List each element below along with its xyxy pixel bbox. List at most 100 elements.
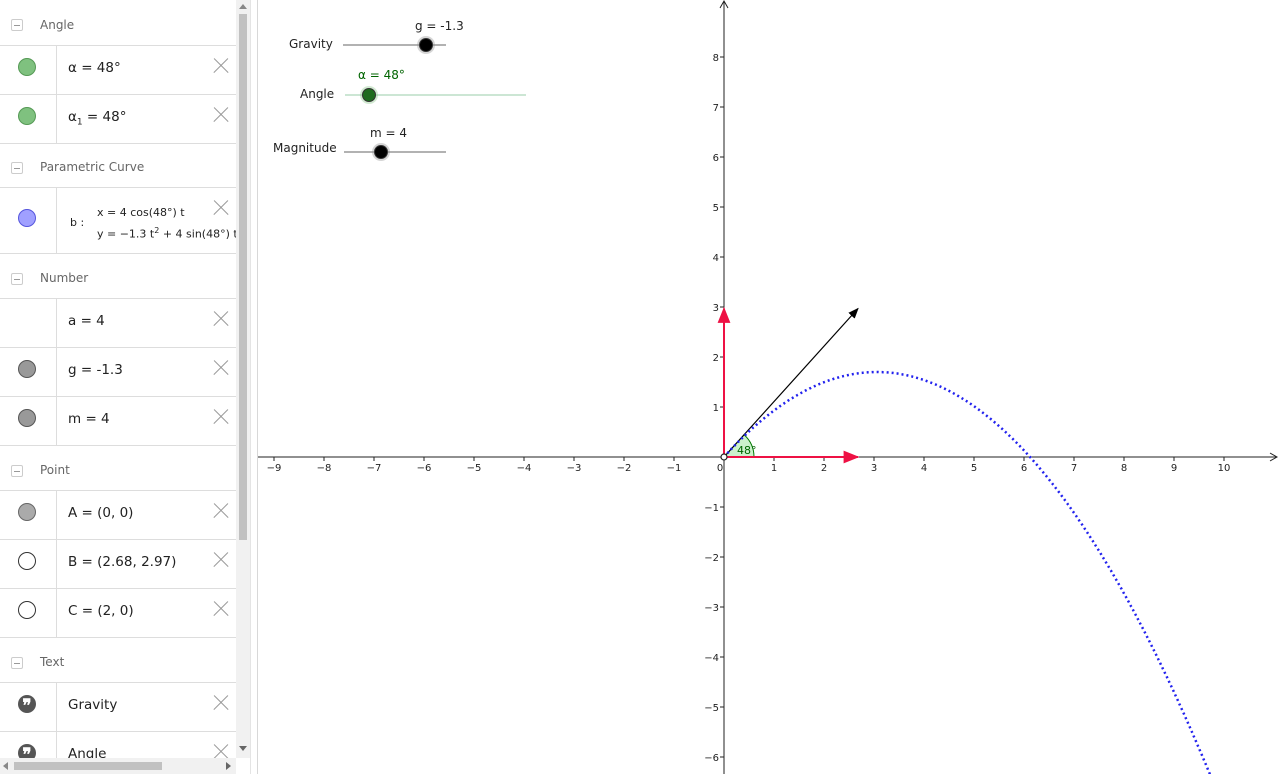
scroll-right-arrow-icon[interactable] — [226, 762, 231, 770]
collapse-toggle-icon[interactable] — [11, 162, 23, 174]
parametric-curve-b[interactable] — [723, 370, 1212, 774]
row-marker-cell — [0, 299, 57, 347]
velocity-vector[interactable] — [723, 307, 859, 458]
y-tick-label: −6 — [704, 753, 719, 764]
visibility-toggle-icon[interactable] — [18, 107, 36, 125]
collapse-toggle-icon[interactable] — [11, 657, 23, 669]
algebra-row-point-B[interactable]: B = (2.68, 2.97) — [0, 540, 236, 589]
x-tick-label: 8 — [1121, 463, 1127, 474]
delete-icon[interactable] — [212, 106, 230, 124]
group-header-point[interactable]: Point — [0, 447, 236, 491]
algebra-horizontal-scrollbar[interactable] — [0, 758, 236, 774]
x-tick-label: 0 — [717, 463, 723, 474]
visibility-toggle-icon[interactable] — [18, 503, 36, 521]
point-A[interactable] — [720, 453, 728, 461]
x-tick-label: −5 — [467, 463, 482, 474]
y-axis-arrow-icon — [719, 0, 729, 9]
number-m-definition[interactable]: m = 4 — [68, 411, 110, 427]
row-marker-cell — [0, 589, 57, 637]
row-marker-cell — [0, 188, 57, 253]
alpha1-name: α — [68, 109, 77, 125]
y-tick-label: 5 — [713, 203, 719, 214]
slider-knob-angle[interactable] — [362, 88, 376, 102]
algebra-row-curve-b[interactable]: b : x = 4 cos(48°) t y = −1.3 t2 + 4 sin… — [0, 188, 236, 254]
algebra-row-m[interactable]: m = 4 — [0, 397, 236, 446]
scroll-up-arrow-icon[interactable] — [239, 4, 247, 9]
group-header-number[interactable]: Number — [0, 255, 236, 299]
group-header-parametric-curve[interactable]: Parametric Curve — [0, 144, 236, 188]
row-marker-cell: ❞ — [0, 683, 57, 731]
algebra-row-text-angle[interactable]: ❞ Angle — [0, 732, 236, 758]
graphics-view[interactable]: −9 −8 −7 −6 −5 −4 −3 −2 −1 0 1 2 3 4 5 6 7 8 9 10 8 7 6 5 4 3 2 1 −1… — [258, 0, 1280, 774]
visibility-toggle-icon[interactable] — [18, 552, 36, 570]
visibility-toggle-icon[interactable] — [18, 58, 36, 76]
x-tick-label: 2 — [821, 463, 827, 474]
scroll-down-arrow-icon[interactable] — [239, 746, 247, 751]
delete-icon[interactable] — [212, 199, 230, 217]
curve-y-part2: + 4 sin(48°) t — [159, 227, 236, 241]
point-C-definition[interactable]: C = (2, 0) — [68, 603, 134, 619]
algebra-view: Angle α = 48° α1 = 48° Parametric Curve … — [0, 0, 236, 758]
algebra-row-alpha[interactable]: α = 48° — [0, 46, 236, 95]
row-marker-cell — [0, 397, 57, 445]
visibility-toggle-icon[interactable] — [18, 409, 36, 427]
algebra-row-a[interactable]: a = 4 — [0, 299, 236, 348]
scroll-left-arrow-icon[interactable] — [3, 762, 8, 770]
y-tick-label: 4 — [713, 253, 719, 264]
algebra-row-alpha1[interactable]: α1 = 48° — [0, 95, 236, 144]
y-tick-label: 6 — [713, 153, 719, 164]
delete-icon[interactable] — [212, 408, 230, 426]
text-angle-definition[interactable]: Angle — [68, 746, 107, 758]
group-header-text[interactable]: Text — [0, 639, 236, 683]
slider-knob-gravity[interactable] — [419, 38, 433, 52]
algebra-row-point-A[interactable]: A = (0, 0) — [0, 491, 236, 540]
delete-icon[interactable] — [212, 57, 230, 75]
visibility-toggle-icon[interactable] — [18, 360, 36, 378]
scrollbar-thumb[interactable] — [239, 14, 247, 540]
collapse-toggle-icon[interactable] — [11, 465, 23, 477]
point-A-definition[interactable]: A = (0, 0) — [68, 505, 134, 521]
delete-icon[interactable] — [212, 502, 230, 520]
slider-caption-magnitude: m = 4 — [370, 126, 408, 140]
scrollbar-thumb[interactable] — [14, 762, 162, 770]
angle-alpha1-definition[interactable]: α1 = 48° — [68, 109, 126, 128]
algebra-row-g[interactable]: g = -1.3 — [0, 348, 236, 397]
graphics-canvas[interactable]: −9 −8 −7 −6 −5 −4 −3 −2 −1 0 1 2 3 4 5 6 7 8 9 10 8 7 6 5 4 3 2 1 −1… — [258, 0, 1280, 774]
collapse-toggle-icon[interactable] — [11, 19, 23, 31]
x-tick-label: 1 — [771, 463, 777, 474]
group-title: Number — [40, 271, 89, 285]
text-gravity-definition[interactable]: Gravity — [68, 697, 118, 713]
angle-alpha-definition[interactable]: α = 48° — [68, 60, 121, 76]
view-splitter[interactable] — [250, 0, 258, 774]
angle-alpha-label: 48° — [737, 444, 757, 457]
delete-icon[interactable] — [212, 600, 230, 618]
row-marker-cell — [0, 95, 57, 143]
visibility-toggle-icon[interactable] — [18, 601, 36, 619]
visibility-toggle-icon[interactable] — [18, 209, 36, 227]
algebra-row-text-gravity[interactable]: ❞ Gravity — [0, 683, 236, 732]
curve-y-exponent: 2 — [154, 226, 160, 235]
x-axis-arrow-icon — [1269, 452, 1279, 462]
delete-icon[interactable] — [212, 743, 230, 758]
point-B-definition[interactable]: B = (2.68, 2.97) — [68, 554, 177, 570]
delete-icon[interactable] — [212, 551, 230, 569]
curve-label: b : — [70, 216, 85, 229]
y-tick-label: 3 — [713, 303, 719, 314]
delete-icon[interactable] — [212, 694, 230, 712]
delete-icon[interactable] — [212, 310, 230, 328]
delete-icon[interactable] — [212, 359, 230, 377]
number-a-definition[interactable]: a = 4 — [68, 313, 105, 329]
collapse-toggle-icon[interactable] — [11, 273, 23, 285]
slider-label-magnitude: Magnitude — [273, 141, 337, 155]
slider-knob-magnitude[interactable] — [374, 145, 388, 159]
algebra-row-point-C[interactable]: C = (2, 0) — [0, 589, 236, 638]
curve-y-equation[interactable]: y = −1.3 t2 + 4 sin(48°) t — [97, 226, 236, 241]
group-header-angle[interactable]: Angle — [0, 2, 236, 46]
x-tick-label: −8 — [317, 463, 332, 474]
number-g-definition[interactable]: g = -1.3 — [68, 362, 123, 378]
curve-x-equation[interactable]: x = 4 cos(48°) t — [97, 206, 185, 219]
text-quote-icon[interactable]: ❞ — [18, 695, 36, 716]
curve-y-part1: y = −1.3 t — [97, 227, 155, 241]
algebra-vertical-scrollbar[interactable] — [236, 0, 250, 758]
text-quote-icon[interactable]: ❞ — [18, 744, 36, 758]
